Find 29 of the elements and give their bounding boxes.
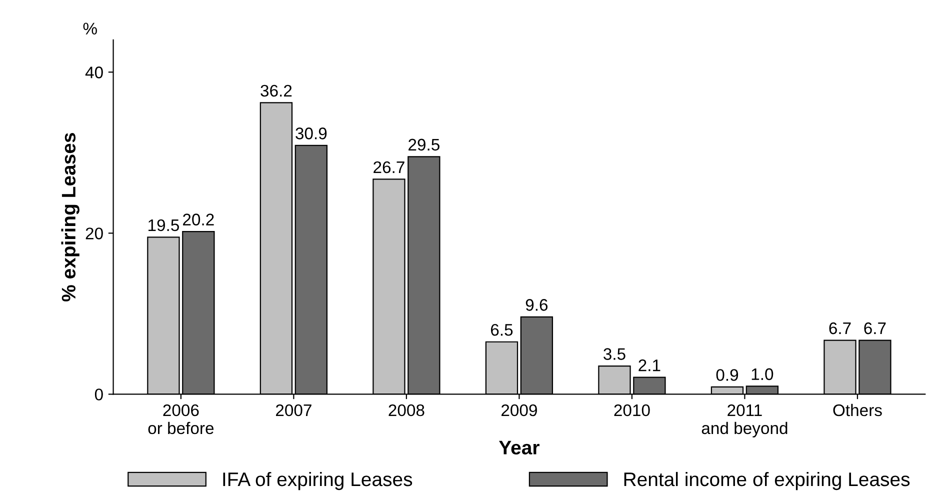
data-label: 36.2 xyxy=(260,84,292,97)
data-label: 20.2 xyxy=(183,214,214,226)
x-axis-title: Year xyxy=(498,440,540,454)
data-label: 0.9 xyxy=(716,369,738,381)
y-tick-label: 0 xyxy=(94,388,103,400)
data-label: 3.5 xyxy=(604,348,626,360)
data-label: 6.7 xyxy=(829,322,851,334)
data-label: 26.7 xyxy=(374,161,404,174)
x-tick-label: 2011 and beyond xyxy=(702,404,788,438)
y-axis-title: % expiring Leases xyxy=(61,133,80,302)
data-label: 29.5 xyxy=(408,138,440,151)
x-tick-label: 2009 xyxy=(502,404,537,416)
text: % xyxy=(83,22,97,34)
data-label: 30.9 xyxy=(296,128,327,140)
y-tick-label: 20 xyxy=(86,228,103,240)
y-tick-label: 40 xyxy=(85,66,103,78)
x-tick-label: 2008 xyxy=(388,404,424,416)
legend-label: IFA of expiring Leases xyxy=(223,472,412,490)
x-tick-label: 2010 xyxy=(614,404,650,416)
data-label: 19.5 xyxy=(148,219,179,232)
data-label: 2.1 xyxy=(638,359,660,372)
data-label: 6.5 xyxy=(490,324,513,336)
data-label: 6.7 xyxy=(864,322,886,334)
legend-label: Rental income of expiring Leases xyxy=(624,472,910,490)
x-tick-label: 2007 xyxy=(276,404,312,416)
data-label: 9.6 xyxy=(526,299,548,311)
x-tick-label: 2006 or before xyxy=(148,404,214,434)
x-tick-label: Others xyxy=(833,404,882,416)
data-label: 1.0 xyxy=(752,368,774,380)
